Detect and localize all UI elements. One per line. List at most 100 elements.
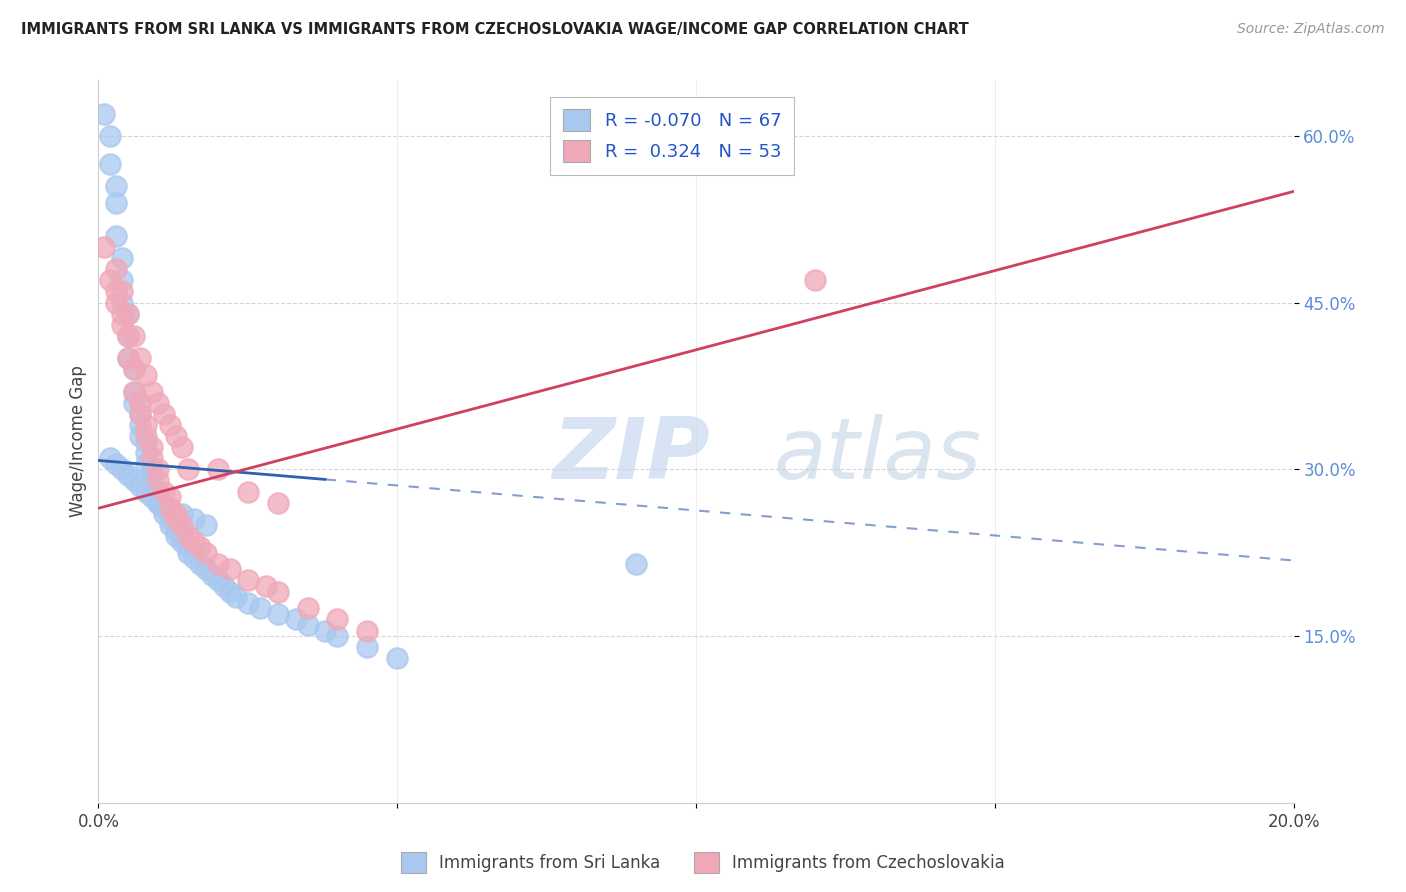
Point (129, 479, 152, 493)
Point (129, 417, 152, 432)
Point (159, 501, 181, 516)
Point (165, 429, 187, 443)
Point (177, 529, 200, 543)
Text: atlas: atlas (773, 415, 981, 498)
Point (267, 584, 290, 599)
Point (804, 273, 827, 287)
Point (165, 529, 187, 543)
Point (141, 490, 163, 504)
Point (135, 417, 157, 432)
Point (326, 629, 349, 643)
Point (105, 228, 128, 243)
Point (135, 434, 157, 449)
Legend: Immigrants from Sri Lanka, Immigrants from Czechoslovakia: Immigrants from Sri Lanka, Immigrants fr… (394, 846, 1012, 880)
Point (98, 156, 122, 170)
Point (124, 329, 146, 343)
Point (356, 640, 378, 655)
Point (111, 295, 134, 310)
Point (129, 407, 152, 421)
Point (117, 329, 139, 343)
Point (141, 467, 163, 482)
Point (135, 368, 157, 382)
Point (148, 484, 170, 499)
Point (98, 128, 122, 143)
Point (141, 451, 163, 466)
Point (159, 512, 181, 526)
Point (385, 651, 409, 665)
Point (148, 496, 170, 510)
Point (207, 557, 229, 571)
Point (111, 462, 134, 476)
Point (129, 407, 152, 421)
Point (326, 612, 349, 626)
Point (195, 517, 218, 532)
Point (141, 384, 163, 399)
Point (105, 457, 128, 471)
Point (236, 596, 259, 610)
Point (183, 551, 205, 566)
Text: IMMIGRANTS FROM SRI LANKA VS IMMIGRANTS FROM CZECHOSLOVAKIA WAGE/INCOME GAP CORR: IMMIGRANTS FROM SRI LANKA VS IMMIGRANTS … (21, 22, 969, 37)
Text: ZIP: ZIP (553, 415, 710, 498)
Point (124, 474, 146, 488)
Point (98, 273, 122, 287)
Point (141, 440, 163, 454)
Point (111, 318, 134, 332)
Point (297, 601, 319, 615)
Point (124, 384, 146, 399)
Point (267, 607, 290, 621)
Point (111, 285, 134, 299)
Point (111, 273, 134, 287)
Point (153, 507, 176, 521)
Point (219, 562, 242, 576)
Point (212, 579, 235, 593)
Point (236, 484, 259, 499)
Point (195, 546, 218, 560)
Point (124, 395, 146, 409)
Point (117, 351, 139, 366)
Point (129, 429, 152, 443)
Point (135, 484, 157, 499)
Point (105, 295, 128, 310)
Point (124, 384, 146, 399)
Point (172, 507, 194, 521)
Point (159, 417, 181, 432)
Point (177, 546, 200, 560)
Legend: R = -0.070   N = 67, R =  0.324   N = 53: R = -0.070 N = 67, R = 0.324 N = 53 (550, 96, 794, 175)
Point (124, 362, 146, 376)
Point (225, 590, 247, 604)
Point (117, 329, 139, 343)
Point (148, 395, 170, 409)
Point (201, 568, 224, 582)
Point (124, 362, 146, 376)
Point (153, 501, 176, 516)
Point (188, 540, 211, 554)
Point (172, 534, 194, 549)
Point (135, 429, 157, 443)
Point (153, 407, 176, 421)
Text: Source: ZipAtlas.com: Source: ZipAtlas.com (1237, 22, 1385, 37)
Point (93, 106, 115, 120)
Point (148, 462, 170, 476)
Point (207, 462, 229, 476)
Point (135, 445, 157, 459)
Point (165, 512, 187, 526)
Y-axis label: Wage/Income Gap: Wage/Income Gap (69, 366, 87, 517)
Point (117, 307, 139, 321)
Point (105, 262, 128, 277)
Point (141, 462, 163, 476)
Point (207, 574, 229, 588)
Point (183, 534, 205, 549)
Point (98, 451, 122, 466)
Point (117, 467, 139, 482)
Point (105, 195, 128, 210)
Point (159, 501, 181, 516)
Point (105, 178, 128, 193)
Point (111, 251, 134, 265)
Point (254, 579, 277, 593)
Point (105, 285, 128, 299)
Point (177, 462, 200, 476)
Point (111, 307, 134, 321)
Point (117, 307, 139, 321)
Point (236, 574, 259, 588)
Point (148, 496, 170, 510)
